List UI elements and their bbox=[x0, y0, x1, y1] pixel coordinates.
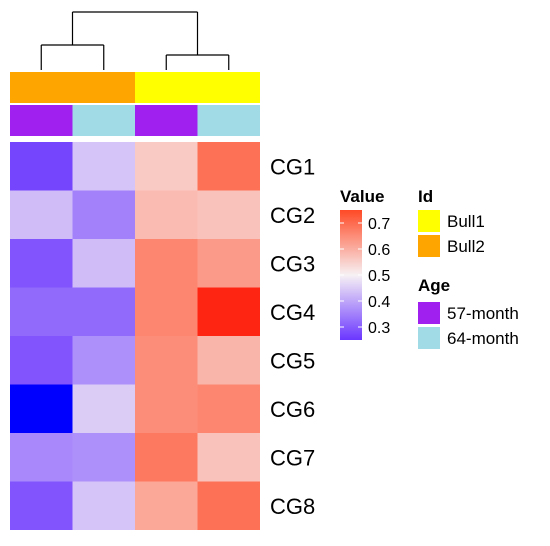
id-legend: Id Bull1 Bull2 bbox=[418, 187, 485, 257]
heatmap-cell-CG2-col1 bbox=[10, 190, 73, 239]
heatmap-cell-CG2-col4 bbox=[197, 190, 260, 239]
heatmap-cell-CG3-col4 bbox=[197, 239, 260, 288]
heatmap-cell-CG1-col4 bbox=[197, 142, 260, 191]
heatmap-cell-CG4-col3 bbox=[135, 287, 198, 336]
row-label-CG6: CG6 bbox=[270, 397, 315, 422]
value-legend-tick-label: 0.7 bbox=[368, 216, 390, 233]
heatmap-cell-CG1-col3 bbox=[135, 142, 198, 191]
value-legend-tick-label: 0.5 bbox=[368, 268, 390, 285]
heatmap-cells bbox=[10, 142, 260, 530]
age-annotation-bar bbox=[10, 105, 260, 136]
heatmap-cell-CG6-col3 bbox=[135, 384, 198, 433]
id-legend-label-Bull2: Bull2 bbox=[447, 237, 485, 256]
heatmap-cell-CG8-col1 bbox=[10, 481, 73, 530]
heatmap-cell-CG6-col4 bbox=[197, 384, 260, 433]
age-legend-swatch-64-month bbox=[418, 327, 440, 349]
row-label-CG1: CG1 bbox=[270, 154, 315, 179]
heatmap-cell-CG5-col3 bbox=[135, 336, 198, 385]
id-legend-swatch-Bull1 bbox=[418, 210, 440, 232]
heatmap-cell-CG1-col2 bbox=[72, 142, 135, 191]
value-legend: Value 0.7 0.6 0.5 0.4 0.3 bbox=[340, 187, 390, 340]
row-label-CG8: CG8 bbox=[270, 494, 315, 519]
value-legend-title: Value bbox=[340, 187, 384, 206]
heatmap-cell-CG7-col2 bbox=[72, 433, 135, 482]
row-label-CG2: CG2 bbox=[270, 203, 315, 228]
row-label-CG4: CG4 bbox=[270, 300, 315, 325]
age-legend: Age 57-month 64-month bbox=[418, 276, 519, 349]
value-legend-ticks: 0.7 0.6 0.5 0.4 0.3 bbox=[340, 216, 390, 337]
id-legend-swatch-Bull2 bbox=[418, 235, 440, 257]
row-label-CG5: CG5 bbox=[270, 348, 315, 373]
row-labels: CG1 CG2 CG3 CG4 CG5 CG6 CG7 CG8 bbox=[270, 154, 315, 519]
age-legend-title: Age bbox=[418, 276, 450, 295]
id-annotation-cell-col4 bbox=[197, 72, 260, 103]
age-annotation-cell-col2 bbox=[72, 105, 135, 136]
heatmap-cell-CG4-col2 bbox=[72, 287, 135, 336]
age-annotation-cell-col1 bbox=[10, 105, 73, 136]
id-annotation-cell-col2 bbox=[72, 72, 135, 103]
value-legend-tick-label: 0.4 bbox=[368, 294, 390, 311]
row-label-CG7: CG7 bbox=[270, 445, 315, 470]
heatmap-cell-CG3-col3 bbox=[135, 239, 198, 288]
heatmap-cell-CG8-col3 bbox=[135, 481, 198, 530]
age-annotation-cell-col4 bbox=[197, 105, 260, 136]
heatmap-cell-CG4-col1 bbox=[10, 287, 73, 336]
id-legend-label-Bull1: Bull1 bbox=[447, 212, 485, 231]
value-legend-tick-label: 0.3 bbox=[368, 320, 390, 337]
heatmap-cell-CG8-col2 bbox=[72, 481, 135, 530]
heatmap-cell-CG7-col4 bbox=[197, 433, 260, 482]
heatmap-cell-CG7-col1 bbox=[10, 433, 73, 482]
row-label-CG3: CG3 bbox=[270, 251, 315, 276]
heatmap-cell-CG8-col4 bbox=[197, 481, 260, 530]
age-legend-label-57-month: 57-month bbox=[447, 304, 519, 323]
heatmap-cell-CG2-col2 bbox=[72, 190, 135, 239]
heatmap-cell-CG5-col2 bbox=[72, 336, 135, 385]
heatmap-cell-CG6-col2 bbox=[72, 384, 135, 433]
value-legend-tick-label: 0.6 bbox=[368, 242, 390, 259]
id-legend-title: Id bbox=[418, 187, 433, 206]
heatmap-cell-CG3-col1 bbox=[10, 239, 73, 288]
heatmap-cell-CG5-col1 bbox=[10, 336, 73, 385]
heatmap-cell-CG6-col1 bbox=[10, 384, 73, 433]
value-colorbar bbox=[340, 210, 362, 340]
heatmap-cell-CG3-col2 bbox=[72, 239, 135, 288]
heatmap-cell-CG1-col1 bbox=[10, 142, 73, 191]
age-legend-label-64-month: 64-month bbox=[447, 329, 519, 348]
age-legend-swatch-57-month bbox=[418, 302, 440, 324]
heatmap-cell-CG2-col3 bbox=[135, 190, 198, 239]
column-dendrogram bbox=[40, 11, 230, 70]
id-annotation-cell-col1 bbox=[10, 72, 73, 103]
heatmap-cell-CG5-col4 bbox=[197, 336, 260, 385]
heatmap-cell-CG7-col3 bbox=[135, 433, 198, 482]
age-annotation-cell-col3 bbox=[135, 105, 198, 136]
id-annotation-cell-col3 bbox=[135, 72, 198, 103]
id-annotation-bar bbox=[10, 72, 260, 103]
heatmap-cell-CG4-col4 bbox=[197, 287, 260, 336]
